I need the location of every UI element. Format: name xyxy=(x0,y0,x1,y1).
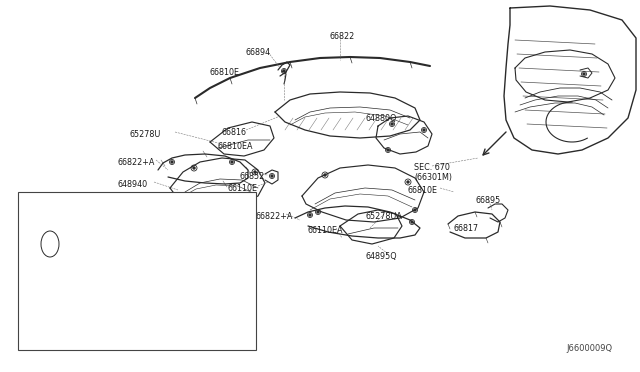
Text: 66822+A: 66822+A xyxy=(117,158,154,167)
Circle shape xyxy=(185,197,187,199)
Circle shape xyxy=(231,161,233,163)
Text: (66301M): (66301M) xyxy=(414,173,452,182)
Text: 66824N: 66824N xyxy=(46,292,77,301)
Circle shape xyxy=(251,197,253,199)
Bar xyxy=(18,192,256,350)
Text: 66110E: 66110E xyxy=(228,184,258,193)
Circle shape xyxy=(391,123,393,125)
Text: 66894: 66894 xyxy=(245,48,270,57)
Text: VK50VE: VK50VE xyxy=(18,196,49,205)
Text: 66817: 66817 xyxy=(453,224,478,233)
Circle shape xyxy=(161,323,163,325)
Text: 648940: 648940 xyxy=(117,180,147,189)
Text: 66810EA: 66810EA xyxy=(218,142,253,151)
Text: 64880Q: 64880Q xyxy=(365,114,396,123)
Text: 65278UA: 65278UA xyxy=(366,212,403,221)
Circle shape xyxy=(411,221,413,223)
Text: 66810E: 66810E xyxy=(210,68,240,77)
Circle shape xyxy=(33,215,35,217)
Text: 66816: 66816 xyxy=(222,128,247,137)
Text: 65278U: 65278U xyxy=(130,130,161,139)
Text: 66822+A: 66822+A xyxy=(256,212,293,221)
Circle shape xyxy=(271,175,273,177)
Circle shape xyxy=(423,129,425,131)
Circle shape xyxy=(407,181,409,183)
Text: 66822: 66822 xyxy=(330,32,355,41)
Circle shape xyxy=(193,167,195,169)
Text: 66852: 66852 xyxy=(240,172,265,181)
Circle shape xyxy=(317,211,319,213)
Text: 66825N: 66825N xyxy=(100,272,131,281)
Circle shape xyxy=(67,209,69,211)
Circle shape xyxy=(283,70,285,72)
Text: 66110EB: 66110EB xyxy=(18,226,54,235)
Circle shape xyxy=(171,161,173,163)
Circle shape xyxy=(254,171,256,173)
Text: J6600009Q: J6600009Q xyxy=(566,344,612,353)
Text: 66895: 66895 xyxy=(476,196,501,205)
Text: 66810E: 66810E xyxy=(408,186,438,195)
Circle shape xyxy=(309,214,311,216)
Circle shape xyxy=(414,209,416,211)
Text: 66110EA: 66110EA xyxy=(308,226,344,235)
Circle shape xyxy=(583,73,585,75)
Text: 64895Q: 64895Q xyxy=(365,252,397,261)
Circle shape xyxy=(324,174,326,176)
Circle shape xyxy=(29,251,31,253)
Circle shape xyxy=(135,295,137,297)
Text: SEC. 670: SEC. 670 xyxy=(414,163,450,172)
Circle shape xyxy=(387,149,389,151)
Text: 66110EC: 66110EC xyxy=(142,326,178,335)
